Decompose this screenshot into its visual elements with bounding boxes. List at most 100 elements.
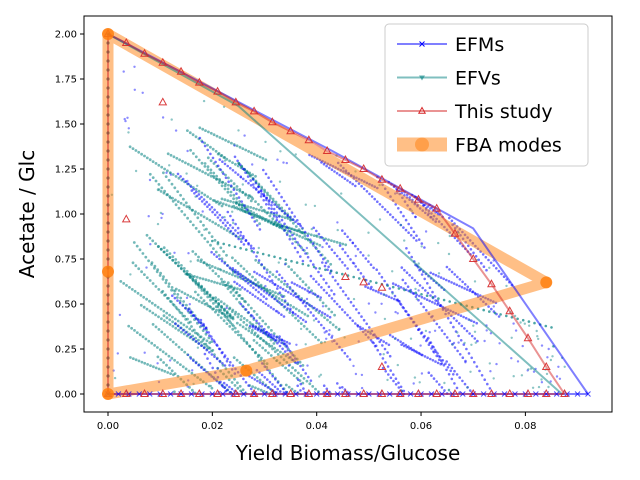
efv-point — [246, 205, 250, 209]
efv-point — [194, 252, 198, 256]
y-tick-label: 0.25 — [55, 345, 77, 356]
efm-point — [448, 339, 452, 343]
efv-point — [311, 333, 315, 336]
efv-point — [142, 305, 146, 309]
efm-point — [208, 351, 211, 354]
efm-point — [304, 203, 307, 206]
efv-point — [233, 312, 237, 316]
efv-point — [164, 352, 168, 356]
efm-point — [286, 214, 290, 217]
efv-point — [188, 275, 192, 278]
efm-point — [270, 204, 273, 207]
efm-point — [335, 302, 339, 306]
efm-point — [413, 349, 416, 353]
efv-point — [171, 320, 175, 324]
efv-point — [165, 249, 169, 253]
efv-point — [162, 309, 166, 313]
efm-point — [382, 353, 385, 356]
efv-point — [201, 210, 204, 213]
efm-point — [286, 307, 289, 310]
efv-point — [268, 369, 271, 373]
this-study-marker — [231, 388, 241, 397]
efv-point — [206, 295, 210, 299]
efm-point — [220, 384, 224, 387]
efm-point — [442, 364, 446, 367]
efm-point — [412, 236, 416, 240]
efm-point — [214, 160, 217, 164]
efm-point — [305, 301, 308, 305]
this-study-marker — [158, 57, 168, 66]
efv-point — [482, 308, 486, 312]
efv-marker — [106, 158, 110, 162]
efv-point — [312, 234, 316, 238]
legend-marker — [419, 41, 425, 47]
efm-point — [415, 351, 419, 354]
efm-point — [341, 247, 345, 251]
ticks-layer: 0.00 0.02 0.04 0.06 0.080.000.250.500.751.00… — [55, 30, 537, 433]
efm-point — [277, 311, 281, 315]
efv-point — [177, 264, 180, 267]
efv-point — [157, 183, 161, 186]
efm-point — [278, 301, 282, 305]
efm-point — [502, 275, 506, 279]
efv-point — [211, 296, 215, 300]
efm-point — [330, 248, 334, 251]
efv-point — [234, 310, 238, 314]
efm-point — [206, 148, 209, 152]
efm-point — [315, 308, 319, 311]
efm-point — [298, 285, 302, 288]
efm-point — [276, 387, 280, 391]
efm-point — [358, 325, 362, 329]
efm-point — [376, 348, 380, 352]
efm-point — [316, 294, 320, 298]
efm-point — [281, 295, 284, 299]
efv-point — [330, 239, 333, 243]
efm-point — [275, 218, 279, 222]
efv-point — [271, 290, 274, 293]
efv-point — [165, 193, 169, 197]
efm-point — [347, 297, 350, 300]
efm-point — [301, 259, 305, 263]
efv-point — [211, 220, 215, 224]
efv-point — [295, 233, 299, 237]
efm-point — [434, 360, 437, 363]
efv-point — [204, 129, 207, 133]
efm-point — [399, 286, 403, 289]
efm-point — [248, 324, 252, 328]
efm-point — [299, 364, 302, 368]
efm-point — [181, 304, 184, 307]
efm-point — [298, 244, 302, 248]
efv-point — [290, 259, 293, 263]
efv-marker — [106, 185, 110, 189]
efv-point — [258, 354, 261, 357]
efv-point — [245, 340, 249, 344]
efm-point — [187, 333, 190, 336]
efv-marker — [106, 203, 110, 207]
efm-point — [326, 268, 329, 272]
efm-point — [340, 348, 344, 352]
efv-point — [170, 182, 174, 186]
efv-point — [472, 324, 475, 327]
efm-point — [470, 343, 473, 346]
efm-point — [361, 254, 365, 257]
efv-point — [156, 188, 160, 192]
efv-point — [204, 278, 208, 282]
efm-point — [536, 335, 539, 338]
efm-point — [283, 222, 286, 226]
efv-point — [230, 141, 233, 145]
efv-point — [209, 298, 212, 302]
efv-point — [190, 388, 194, 392]
efv-point — [546, 356, 549, 359]
efv-point — [136, 291, 140, 295]
efm-point — [264, 333, 268, 336]
efv-point — [145, 276, 149, 279]
efm-point — [540, 378, 543, 381]
efm-point — [281, 347, 284, 351]
efm-point — [312, 314, 315, 317]
efv-marker — [106, 239, 110, 243]
efm-point — [537, 337, 540, 341]
efv-point — [125, 284, 128, 287]
efv-point — [241, 297, 245, 300]
efm-point — [266, 386, 270, 389]
efv-point — [208, 305, 212, 308]
